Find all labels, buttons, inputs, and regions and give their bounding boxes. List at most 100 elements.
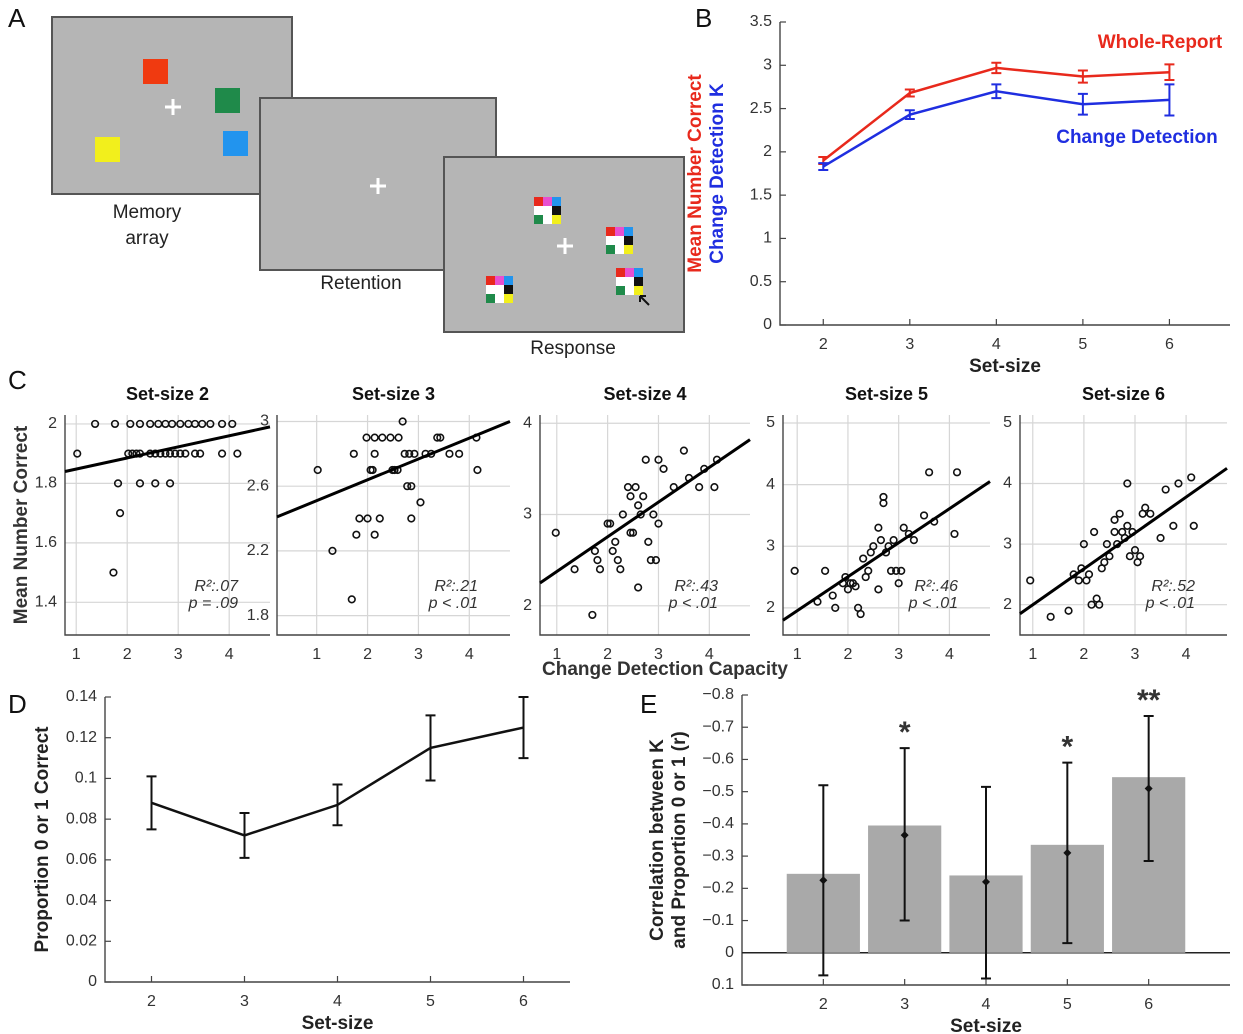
- point-marker: [982, 877, 990, 886]
- scatter-point: [362, 433, 371, 442]
- y-tick-label: 0.1: [712, 976, 734, 993]
- scatter-point: [679, 446, 688, 455]
- memory-array-frame: [51, 16, 293, 195]
- x-axis-label: Set-size: [950, 1016, 1022, 1034]
- scatter-point: [608, 546, 617, 556]
- scatter-point: [1125, 552, 1134, 561]
- y-tick-label: 1: [763, 230, 772, 247]
- y-tick-label: −0.5: [702, 783, 734, 800]
- scatter-point: [894, 579, 903, 588]
- x-tick-label: 6: [1144, 996, 1153, 1013]
- y-tick-label: 4: [766, 476, 775, 493]
- y-axis-label: Correlation between K: [647, 739, 668, 941]
- significance-label: **: [1137, 684, 1161, 717]
- x-tick-label: 2: [123, 646, 132, 663]
- captions: Memory array Retention Response: [113, 202, 616, 359]
- scatter-point: [386, 433, 395, 442]
- x-axis-label: Set-size: [969, 356, 1041, 377]
- scatter-point: [950, 529, 959, 539]
- x-tick-label: 3: [905, 336, 914, 353]
- scatter-point: [695, 483, 704, 492]
- point-marker: [1063, 848, 1072, 857]
- legend-label: Whole-Report: [1098, 32, 1223, 53]
- scatter-point: [626, 528, 635, 537]
- scatter-point: [889, 535, 898, 545]
- scatter-point: [151, 479, 160, 488]
- scatter-point: [611, 537, 620, 546]
- scatter-point: [570, 565, 579, 574]
- y-tick-label: 2: [766, 599, 775, 616]
- scatter-point: [859, 554, 868, 563]
- x-tick-label: 4: [705, 646, 714, 663]
- scatter-point: [644, 537, 653, 546]
- x-axis-label: Set-size: [302, 1013, 374, 1034]
- scatter-point: [1105, 552, 1114, 561]
- trend-line: [276, 420, 511, 519]
- x-tick-label: 5: [426, 993, 435, 1010]
- scatter-point: [206, 419, 215, 429]
- x-tick-label: 1: [1028, 646, 1037, 663]
- scatter-point: [135, 479, 145, 488]
- scatter-point: [165, 449, 175, 458]
- scatter-point: [1079, 539, 1088, 549]
- axis-lines: [276, 415, 510, 636]
- scatter-point: [925, 468, 934, 477]
- scatter-point: [603, 519, 612, 528]
- axis-lines: [64, 415, 270, 636]
- scatter-point: [551, 528, 560, 537]
- scatter-point: [1130, 546, 1140, 555]
- scatter-point: [400, 449, 409, 458]
- x-tick-label: 3: [654, 646, 663, 663]
- scatter-point: [370, 530, 379, 539]
- y-tick-label: 5: [766, 414, 775, 431]
- scatter-point: [146, 419, 155, 429]
- axis-lines: [1019, 415, 1227, 636]
- x-tick-label: 3: [1131, 646, 1140, 663]
- scatter-point: [1046, 612, 1055, 621]
- annotation: p = .09: [188, 595, 238, 612]
- annotation: R²:.46: [914, 578, 958, 595]
- scatter-point: [710, 483, 719, 492]
- scatter-point: [1123, 521, 1132, 531]
- x-tick-label: 4: [992, 336, 1001, 353]
- scatter-point: [1146, 509, 1155, 518]
- annotation: R²:.21: [434, 578, 478, 595]
- caption: Response: [530, 338, 616, 359]
- y-tick-label: 0.08: [66, 810, 97, 827]
- scatter-point: [135, 419, 145, 429]
- annotation: p < .01: [908, 595, 958, 612]
- scatter-point: [1115, 509, 1124, 518]
- significance-label: *: [899, 716, 911, 749]
- scatter-point: [167, 419, 177, 429]
- scatter-point: [394, 433, 403, 442]
- scatter-point: [821, 566, 830, 576]
- y-tick-label: 3: [766, 537, 775, 554]
- y-tick-label: 0.1: [75, 770, 97, 787]
- scatter-point: [410, 449, 419, 458]
- axis-lines: [539, 415, 750, 636]
- scatter-point: [363, 514, 372, 523]
- x-tick-label: 4: [1182, 646, 1191, 663]
- chart-title: Set-size 5: [845, 384, 928, 404]
- scatter-point: [646, 556, 655, 565]
- x-tick-label: 3: [894, 646, 903, 663]
- scatter-point: [856, 609, 865, 619]
- scatter-point: [1102, 539, 1111, 549]
- y-tick-label: 0.06: [66, 851, 97, 868]
- panel-letter: A: [8, 3, 26, 33]
- error-bar: [991, 83, 1002, 100]
- x-tick-label: 2: [147, 993, 156, 1010]
- annotation: R²:.52: [1151, 578, 1195, 595]
- scatter-point: [626, 492, 635, 501]
- scatter-point: [217, 419, 227, 429]
- scatter-point: [869, 542, 878, 551]
- significance-label: *: [1061, 731, 1073, 764]
- scatter-point: [1136, 552, 1145, 561]
- chart-title: Set-size 6: [1082, 384, 1165, 404]
- caption: Memory: [113, 202, 182, 223]
- y-axis-label: Mean Number Correct: [11, 425, 32, 624]
- legend-label: Change Detection: [1056, 127, 1218, 148]
- x-axis-label: Change Detection Capacity: [542, 659, 788, 680]
- y-tick-label: 0.02: [66, 933, 97, 950]
- scatter-point: [616, 565, 625, 574]
